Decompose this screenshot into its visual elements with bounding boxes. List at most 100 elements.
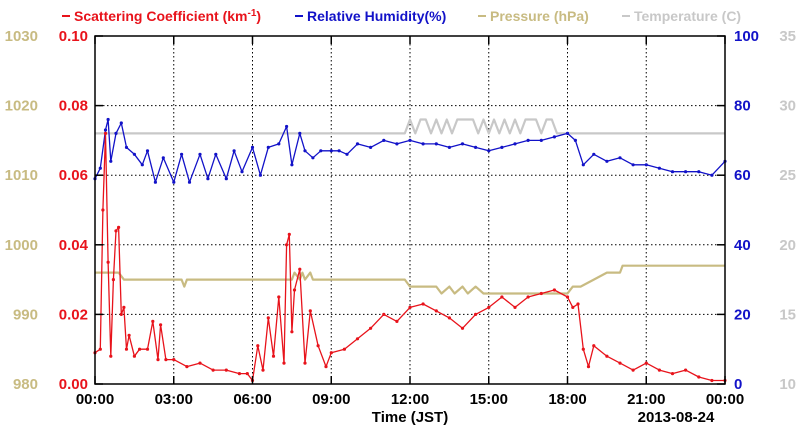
data-point-scattering — [109, 354, 113, 358]
data-point-scattering — [164, 358, 168, 362]
data-point-humidity — [581, 163, 585, 167]
x-tick-label: 00:00 — [706, 391, 744, 408]
data-point-humidity — [106, 117, 110, 122]
x-axis: 00:00 03:00 06:00 09:00 12:00 15:00 18:00 21:00… — [76, 36, 744, 408]
data-point-humidity — [447, 145, 451, 149]
data-point-scattering — [114, 229, 118, 233]
data-point-scattering — [447, 316, 451, 320]
data-point-humidity — [355, 142, 360, 146]
data-point-scattering — [684, 368, 688, 372]
data-point-humidity — [552, 135, 557, 139]
data-point-humidity — [526, 138, 530, 142]
data-point-scattering — [117, 225, 121, 229]
data-point-humidity — [132, 152, 136, 156]
axis-pressure-tick-label: 1020 — [5, 98, 38, 115]
temperature-axis: 10 15 20 25 30 35 — [779, 28, 796, 393]
data-point-scattering — [224, 368, 228, 372]
data-point-humidity — [232, 149, 236, 153]
data-point-scattering — [98, 347, 102, 351]
data-point-humidity — [395, 142, 399, 146]
data-point-humidity — [153, 180, 157, 184]
axis-temperature-tick-label: 30 — [779, 98, 796, 115]
data-point-scattering — [185, 365, 189, 369]
data-point-scattering — [285, 243, 289, 247]
data-point-scattering — [500, 295, 504, 299]
data-point-scattering — [565, 295, 570, 299]
data-point-scattering — [487, 305, 491, 309]
axis-scattering-tick-label: 0.10 — [59, 28, 88, 45]
data-point-scattering — [460, 326, 465, 330]
data-point-humidity — [206, 177, 210, 181]
humidity-axis: 0 20 40 60 80 100 — [717, 28, 759, 393]
data-point-scattering — [271, 354, 276, 358]
axis-pressure-tick-label: 990 — [13, 306, 38, 323]
data-point-humidity — [644, 163, 648, 167]
data-point-scattering — [576, 302, 580, 306]
data-point-scattering — [132, 354, 136, 358]
data-point-scattering — [290, 330, 294, 334]
data-point-humidity — [573, 138, 578, 142]
data-point-humidity — [277, 142, 281, 146]
data-point-scattering — [122, 305, 126, 309]
axis-humidity-tick-label: 0 — [734, 376, 742, 393]
data-point-humidity — [319, 149, 323, 153]
data-point-scattering — [308, 309, 312, 313]
legend-label: Temperature (C) — [634, 8, 741, 24]
data-point-humidity — [500, 145, 504, 149]
data-point-humidity — [250, 145, 255, 149]
data-point-scattering — [670, 372, 675, 376]
data-point-humidity — [298, 131, 302, 135]
data-point-scattering — [138, 347, 142, 351]
data-point-scattering — [618, 361, 622, 365]
data-point-humidity — [657, 166, 662, 170]
data-point-scattering — [369, 326, 373, 330]
data-point-scattering — [605, 354, 609, 358]
data-point-scattering — [145, 347, 150, 351]
data-point-scattering — [592, 344, 596, 348]
data-point-humidity — [618, 156, 622, 160]
legend-item-pressure: Pressure (hPa) — [478, 8, 589, 24]
legend-label-tail: ) — [256, 8, 261, 24]
data-point-scattering — [434, 309, 438, 313]
axis-scattering-tick-label: 0.04 — [59, 237, 89, 254]
series-humidity — [93, 117, 727, 184]
legend-label-superscript: -1 — [247, 8, 256, 19]
axis-temperature-tick-label: 35 — [779, 28, 796, 45]
data-point-scattering — [266, 316, 270, 320]
data-point-humidity — [145, 149, 150, 153]
data-point-scattering — [277, 295, 281, 299]
data-point-humidity — [369, 145, 373, 149]
data-point-humidity — [539, 138, 543, 142]
data-point-humidity — [98, 166, 102, 170]
legend: Scattering Coefficient (km-1) Relative Hu… — [62, 8, 741, 24]
data-point-scattering — [329, 351, 333, 355]
data-point-humidity — [382, 138, 386, 142]
x-tick-label: 15:00 — [470, 391, 508, 408]
data-point-humidity — [565, 131, 570, 135]
legend-label: Relative Humidity(%) — [307, 8, 446, 24]
data-point-scattering — [421, 302, 425, 306]
data-point-scattering — [586, 365, 591, 369]
data-point-scattering — [395, 319, 399, 323]
data-point-scattering — [172, 358, 176, 362]
data-point-scattering — [552, 288, 557, 292]
data-point-humidity — [311, 156, 315, 160]
data-point-scattering — [474, 312, 478, 316]
data-point-humidity — [487, 149, 491, 153]
axis-scattering-tick-label: 0.02 — [59, 306, 88, 323]
data-point-humidity — [290, 163, 294, 167]
data-point-scattering — [526, 295, 530, 299]
data-point-humidity — [513, 142, 517, 146]
axis-pressure-tick-label: 1030 — [5, 28, 38, 45]
axis-scattering-tick-label: 0.08 — [59, 98, 88, 115]
x-tick-label: 09:00 — [312, 391, 350, 408]
data-point-humidity — [258, 173, 262, 177]
data-point-humidity — [180, 152, 184, 156]
data-point-humidity — [303, 149, 307, 153]
data-point-scattering — [316, 344, 320, 348]
data-point-scattering — [697, 375, 701, 379]
x-tick-label: 00:00 — [76, 391, 114, 408]
data-point-scattering — [211, 368, 215, 372]
series-scattering — [93, 131, 727, 383]
